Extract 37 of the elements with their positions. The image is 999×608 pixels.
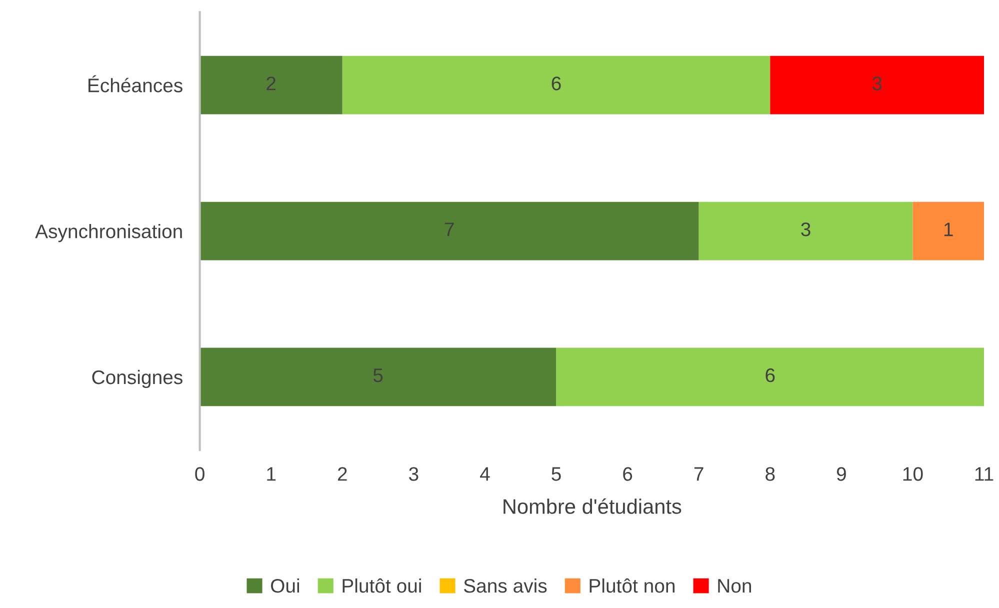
bar [200,348,556,406]
x-tick-label: 7 [694,467,704,481]
bar [200,202,699,260]
x-tick-label: 2 [338,467,347,481]
x-tick-label: 0 [195,467,204,481]
data-label: 6 [766,368,775,382]
x-tick-label: 8 [766,467,775,481]
x-axis-title: Nombre d'étudiants [504,498,682,514]
legend-label: Sans avis [464,578,547,593]
bar [556,348,984,406]
legend-label: Non [718,579,751,593]
data-label: 7 [444,222,454,236]
y-tick-label: Échéances [88,75,182,92]
y-tick-label: Consignes [92,370,182,388]
x-tick-label: 4 [480,467,490,481]
x-tick-label: 11 [975,467,994,481]
data-label: 5 [373,368,383,382]
legend-label: Plutôt oui [342,578,421,593]
bar [698,202,913,260]
data-label: 6 [552,76,561,90]
x-tick-label: 10 [903,467,923,481]
x-tick-label: 1 [267,467,276,481]
bar [342,56,770,114]
legend-label: Oui [270,578,300,593]
bar [770,56,984,114]
x-tick-label: 9 [836,467,846,481]
data-label: 3 [872,76,882,90]
bar [912,202,984,260]
data-label: 3 [801,222,810,236]
x-tick-label: 5 [552,467,561,481]
data-label: 2 [266,76,276,90]
x-tick-label: 6 [623,467,632,481]
data-label: 1 [944,222,953,236]
legend-label: Plutôt non [590,578,674,593]
y-tick-label: Asynchronisation [35,224,182,242]
bar [200,56,342,114]
x-tick-label: 3 [409,467,418,481]
